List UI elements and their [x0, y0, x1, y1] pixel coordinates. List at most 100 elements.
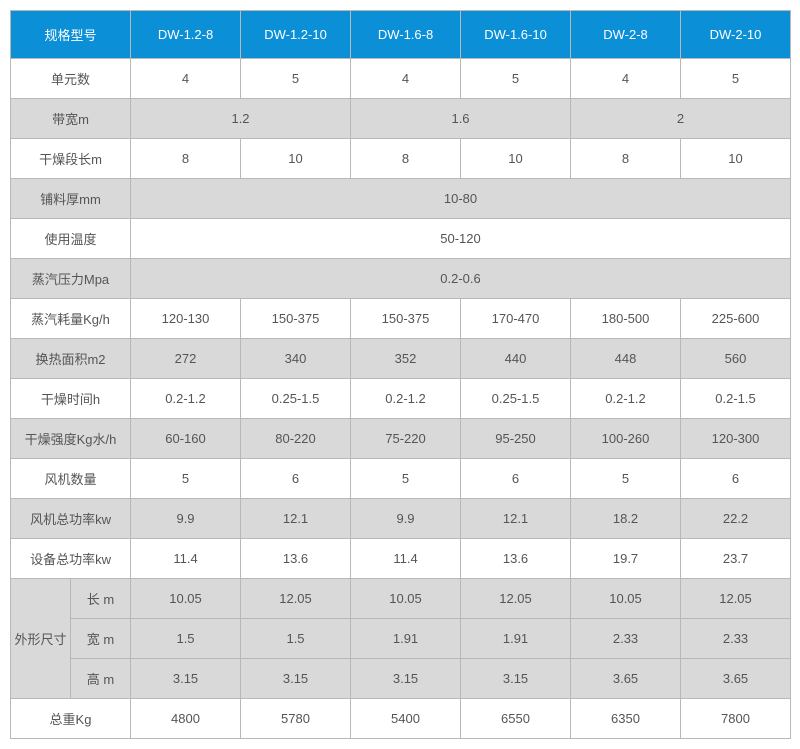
cell: 0.25-1.5 [241, 379, 351, 419]
row-label: 换热面积m2 [11, 339, 131, 379]
table-row: 设备总功率kw 11.4 13.6 11.4 13.6 19.7 23.7 [11, 539, 791, 579]
row-label: 干燥段长m [11, 139, 131, 179]
cell: 1.2 [131, 99, 351, 139]
cell: 5 [461, 59, 571, 99]
cell: 3.15 [461, 659, 571, 699]
row-label: 干燥强度Kg水/h [11, 419, 131, 459]
cell: 2.33 [571, 619, 681, 659]
cell: 95-250 [461, 419, 571, 459]
cell: 1.5 [131, 619, 241, 659]
table-row: 干燥时间h 0.2-1.2 0.25-1.5 0.2-1.2 0.25-1.5 … [11, 379, 791, 419]
cell: 180-500 [571, 299, 681, 339]
cell: 5 [241, 59, 351, 99]
cell: 5 [681, 59, 791, 99]
cell: 0.2-1.2 [351, 379, 461, 419]
cell: 120-130 [131, 299, 241, 339]
cell: 12.05 [681, 579, 791, 619]
row-label: 设备总功率kw [11, 539, 131, 579]
cell: 11.4 [131, 539, 241, 579]
cell: 8 [571, 139, 681, 179]
cell: 6 [241, 459, 351, 499]
row-label: 风机数量 [11, 459, 131, 499]
table-row: 风机总功率kw 9.9 12.1 9.9 12.1 18.2 22.2 [11, 499, 791, 539]
cell: 18.2 [571, 499, 681, 539]
cell: 1.91 [461, 619, 571, 659]
cell: 6350 [571, 699, 681, 739]
cell: 100-260 [571, 419, 681, 459]
cell: 10.05 [131, 579, 241, 619]
cell: 3.15 [241, 659, 351, 699]
row-group-label: 外形尺寸 [11, 579, 71, 699]
cell: 80-220 [241, 419, 351, 459]
cell: 2.33 [681, 619, 791, 659]
cell: 3.15 [351, 659, 461, 699]
row-label: 铺料厚mm [11, 179, 131, 219]
col-header-spec: 规格型号 [11, 11, 131, 59]
cell: 0.2-1.2 [131, 379, 241, 419]
cell: 60-160 [131, 419, 241, 459]
cell: 9.9 [131, 499, 241, 539]
cell: 120-300 [681, 419, 791, 459]
row-sublabel: 长 m [71, 579, 131, 619]
cell: 4 [131, 59, 241, 99]
row-label: 蒸汽耗量Kg/h [11, 299, 131, 339]
cell: 12.05 [461, 579, 571, 619]
cell: 13.6 [461, 539, 571, 579]
table-row: 干燥强度Kg水/h 60-160 80-220 75-220 95-250 10… [11, 419, 791, 459]
cell: 22.2 [681, 499, 791, 539]
col-header: DW-1.6-10 [461, 11, 571, 59]
table-row: 蒸汽耗量Kg/h 120-130 150-375 150-375 170-470… [11, 299, 791, 339]
cell: 6 [681, 459, 791, 499]
row-label: 风机总功率kw [11, 499, 131, 539]
cell: 3.65 [681, 659, 791, 699]
table-row: 带宽m 1.2 1.6 2 [11, 99, 791, 139]
cell: 12.1 [241, 499, 351, 539]
table-row: 铺料厚mm 10-80 [11, 179, 791, 219]
row-label: 单元数 [11, 59, 131, 99]
row-label: 蒸汽压力Mpa [11, 259, 131, 299]
cell: 340 [241, 339, 351, 379]
cell: 12.05 [241, 579, 351, 619]
cell: 5780 [241, 699, 351, 739]
cell: 10-80 [131, 179, 791, 219]
cell: 448 [571, 339, 681, 379]
spec-table: 规格型号 DW-1.2-8 DW-1.2-10 DW-1.6-8 DW-1.6-… [10, 10, 791, 739]
col-header: DW-2-8 [571, 11, 681, 59]
cell: 1.6 [351, 99, 571, 139]
cell: 8 [351, 139, 461, 179]
cell: 560 [681, 339, 791, 379]
cell: 8 [131, 139, 241, 179]
col-header: DW-1.2-8 [131, 11, 241, 59]
row-sublabel: 宽 m [71, 619, 131, 659]
row-label: 干燥时间h [11, 379, 131, 419]
table-row: 干燥段长m 8 10 8 10 8 10 [11, 139, 791, 179]
col-header: DW-1.6-8 [351, 11, 461, 59]
cell: 12.1 [461, 499, 571, 539]
header-row: 规格型号 DW-1.2-8 DW-1.2-10 DW-1.6-8 DW-1.6-… [11, 11, 791, 59]
cell: 10.05 [571, 579, 681, 619]
cell: 440 [461, 339, 571, 379]
table-row: 总重Kg 4800 5780 5400 6550 6350 7800 [11, 699, 791, 739]
cell: 2 [571, 99, 791, 139]
cell: 11.4 [351, 539, 461, 579]
cell: 13.6 [241, 539, 351, 579]
cell: 0.2-0.6 [131, 259, 791, 299]
table-row: 风机数量 5 6 5 6 5 6 [11, 459, 791, 499]
row-label: 使用温度 [11, 219, 131, 259]
cell: 170-470 [461, 299, 571, 339]
cell: 9.9 [351, 499, 461, 539]
table-row: 高 m 3.15 3.15 3.15 3.15 3.65 3.65 [11, 659, 791, 699]
cell: 1.91 [351, 619, 461, 659]
cell: 4 [571, 59, 681, 99]
cell: 3.15 [131, 659, 241, 699]
cell: 5 [351, 459, 461, 499]
col-header: DW-2-10 [681, 11, 791, 59]
cell: 19.7 [571, 539, 681, 579]
cell: 0.2-1.2 [571, 379, 681, 419]
table-row: 外形尺寸 长 m 10.05 12.05 10.05 12.05 10.05 1… [11, 579, 791, 619]
row-label: 总重Kg [11, 699, 131, 739]
cell: 6550 [461, 699, 571, 739]
cell: 5400 [351, 699, 461, 739]
cell: 75-220 [351, 419, 461, 459]
table-row: 单元数 4 5 4 5 4 5 [11, 59, 791, 99]
